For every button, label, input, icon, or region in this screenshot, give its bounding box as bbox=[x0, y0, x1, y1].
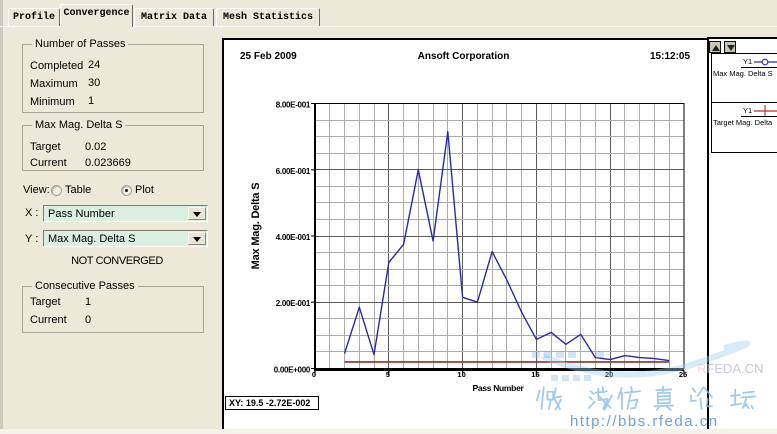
svg-text:5: 5 bbox=[386, 370, 390, 379]
svg-text:0.00E+000: 0.00E+000 bbox=[274, 366, 311, 375]
svg-text:6.00E-001: 6.00E-001 bbox=[276, 167, 311, 176]
svg-text:8.00E-001: 8.00E-001 bbox=[276, 101, 311, 110]
svg-text:Max Mag. Delta S: Max Mag. Delta S bbox=[250, 183, 262, 270]
svg-text:20: 20 bbox=[605, 370, 613, 379]
svg-text:25: 25 bbox=[679, 370, 687, 379]
svg-text:10: 10 bbox=[457, 370, 465, 379]
svg-text:2.00E-001: 2.00E-001 bbox=[276, 299, 311, 308]
svg-text:Pass Number: Pass Number bbox=[472, 383, 524, 393]
svg-text:0: 0 bbox=[312, 370, 316, 379]
svg-text:15: 15 bbox=[531, 370, 539, 379]
svg-text:4.00E-001: 4.00E-001 bbox=[276, 233, 311, 242]
